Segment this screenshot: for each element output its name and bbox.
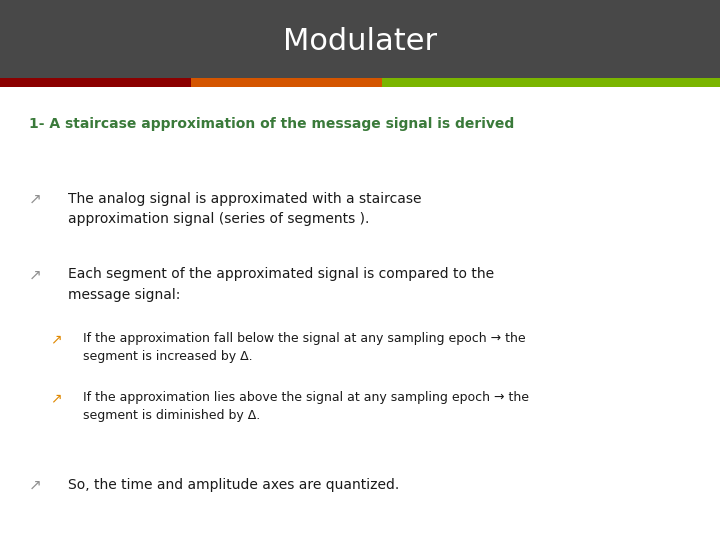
Text: If the approximation lies above the signal at any sampling epoch → the: If the approximation lies above the sign… [83, 392, 528, 404]
Text: approximation signal (series of segments ).: approximation signal (series of segments… [68, 212, 370, 226]
Text: If the approximation fall below the signal at any sampling epoch → the: If the approximation fall below the sign… [83, 332, 526, 345]
Text: message signal:: message signal: [68, 288, 181, 302]
Text: ↗: ↗ [29, 192, 42, 207]
Text: segment is increased by Δ.: segment is increased by Δ. [83, 350, 253, 363]
Text: ↗: ↗ [29, 267, 42, 282]
Text: 1- A staircase approximation of the message signal is derived: 1- A staircase approximation of the mess… [29, 117, 514, 131]
Text: ↗: ↗ [50, 392, 62, 406]
Text: Modulater: Modulater [283, 28, 437, 56]
Text: ↗: ↗ [50, 332, 62, 346]
Text: Each segment of the approximated signal is compared to the: Each segment of the approximated signal … [68, 267, 495, 281]
Text: segment is diminished by Δ.: segment is diminished by Δ. [83, 409, 260, 422]
Text: The analog signal is approximated with a staircase: The analog signal is approximated with a… [68, 192, 422, 206]
Text: So, the time and amplitude axes are quantized.: So, the time and amplitude axes are quan… [68, 478, 400, 492]
Text: ↗: ↗ [29, 478, 42, 493]
